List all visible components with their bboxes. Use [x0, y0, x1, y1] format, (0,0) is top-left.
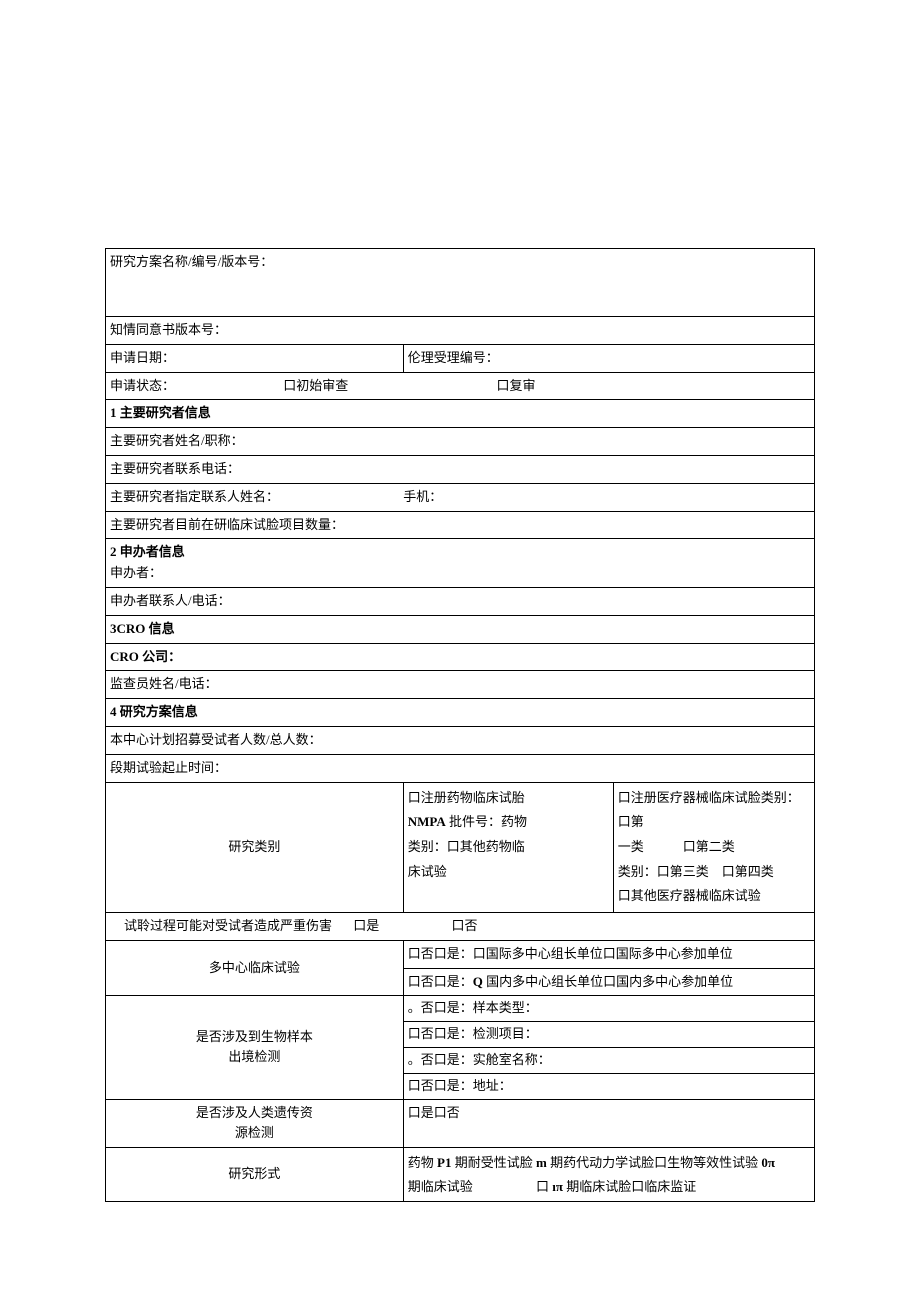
- protocol-name-cell[interactable]: 研究方案名称/编号/版本号：: [106, 249, 815, 317]
- enrollment-cell[interactable]: 本中心计划招募受试者人数/总人数：: [106, 726, 815, 754]
- section-3-header: 3CRO 信息: [106, 615, 815, 643]
- pi-contact-mobile-label: 手机：: [403, 489, 442, 504]
- sponsor-contact-cell[interactable]: 申办者联系人/电话：: [106, 587, 815, 615]
- section-1-header: 1 主要研究者信息: [106, 400, 815, 428]
- genetic-label-cell: 是否涉及人类遗传资 源检测: [106, 1099, 404, 1148]
- period-cell[interactable]: 段期试验起止时间：: [106, 754, 815, 782]
- cro-company-label: CRO 公司：: [110, 649, 181, 664]
- genetic-content-cell[interactable]: 口是口否: [403, 1099, 814, 1148]
- harm-cell[interactable]: 试聆过程可能对受试者造成严重伤害 口是 口否: [106, 912, 815, 940]
- ethics-number-cell[interactable]: 伦理受理编号：: [403, 344, 814, 372]
- pi-name-cell[interactable]: 主要研究者姓名/职称：: [106, 428, 815, 456]
- pi-contact-cell[interactable]: 主要研究者指定联系人姓名： 手机：: [106, 483, 815, 511]
- section-4-header: 4 研究方案信息: [106, 699, 815, 727]
- sponsor-label: 申办者：: [110, 565, 162, 580]
- multicenter-content-cell[interactable]: 口否口是：口国际多中心组长单位口国际多中心参加单位 口否口是：Q 国内多中心组长…: [403, 940, 814, 996]
- monitor-cell[interactable]: 监查员姓名/电话：: [106, 671, 815, 699]
- harm-yes-checkbox[interactable]: 口是: [353, 916, 448, 937]
- sponsor-cell[interactable]: 申办者：: [106, 563, 815, 587]
- research-type-left-cell[interactable]: 口注册药物临床试胎 NMPA 批件号：药物 类别：口其他药物临 床试验: [403, 782, 613, 912]
- apply-date-label: 申请日期：: [110, 350, 175, 365]
- consent-version-label: 知情同意书版本号：: [110, 322, 227, 337]
- biosample-content-cell[interactable]: 。否口是：样本类型： 口否口是：检测项目： 。否口是：实舱室名称： 口否口是：地…: [403, 996, 814, 1099]
- ethics-number-label: 伦理受理编号：: [408, 350, 499, 365]
- harm-label: 试聆过程可能对受试者造成严重伤害: [110, 916, 350, 937]
- consent-version-cell[interactable]: 知情同意书版本号：: [106, 317, 815, 345]
- sponsor-contact-label: 申办者联系人/电话：: [110, 593, 231, 608]
- harm-no-checkbox[interactable]: 口否: [452, 918, 478, 933]
- multicenter-label-cell: 多中心临床试验: [106, 940, 404, 996]
- biosample-label-cell: 是否涉及到生物样本 出境检测: [106, 996, 404, 1099]
- initial-review-checkbox[interactable]: 口初始审查: [283, 376, 493, 397]
- pi-phone-cell[interactable]: 主要研究者联系电话：: [106, 455, 815, 483]
- pi-phone-label: 主要研究者联系电话：: [110, 461, 240, 476]
- research-type-label-cell: 研究类别: [106, 782, 404, 912]
- pi-projects-cell[interactable]: 主要研究者目前在研临床试脸项目数量：: [106, 511, 815, 539]
- cro-company-cell[interactable]: CRO 公司：: [106, 643, 815, 671]
- apply-date-cell[interactable]: 申请日期：: [106, 344, 404, 372]
- research-form-content-cell[interactable]: 药物 P1 期耐受性试脸 m 期药代动力学试脸口生物等效性试验 0π 期临床试验…: [403, 1148, 814, 1202]
- section-2-header: 2 申办者信息: [106, 539, 815, 563]
- research-form-label-cell: 研究形式: [106, 1148, 404, 1202]
- enrollment-label: 本中心计划招募受试者人数/总人数：: [110, 732, 322, 747]
- monitor-label: 监查员姓名/电话：: [110, 676, 218, 691]
- form-table: 研究方案名称/编号/版本号： 知情同意书版本号： 申请日期： 伦理受理编号： 申…: [105, 248, 815, 1202]
- research-type-right-cell[interactable]: 口注册医疗器械临床试脸类别：口第 一类 口第二类 类别：口第三类 口第四类 口其…: [613, 782, 814, 912]
- pi-projects-label: 主要研究者目前在研临床试脸项目数量：: [110, 517, 344, 532]
- protocol-name-label: 研究方案名称/编号/版本号：: [110, 254, 273, 269]
- period-label: 段期试验起止时间：: [110, 760, 227, 775]
- pi-contact-name-label: 主要研究者指定联系人姓名：: [110, 487, 400, 508]
- pi-name-label: 主要研究者姓名/职称：: [110, 433, 244, 448]
- re-review-checkbox[interactable]: 口复审: [497, 378, 536, 393]
- apply-status-cell[interactable]: 申请状态： 口初始审查 口复审: [106, 372, 815, 400]
- apply-status-label: 申请状态：: [110, 376, 280, 397]
